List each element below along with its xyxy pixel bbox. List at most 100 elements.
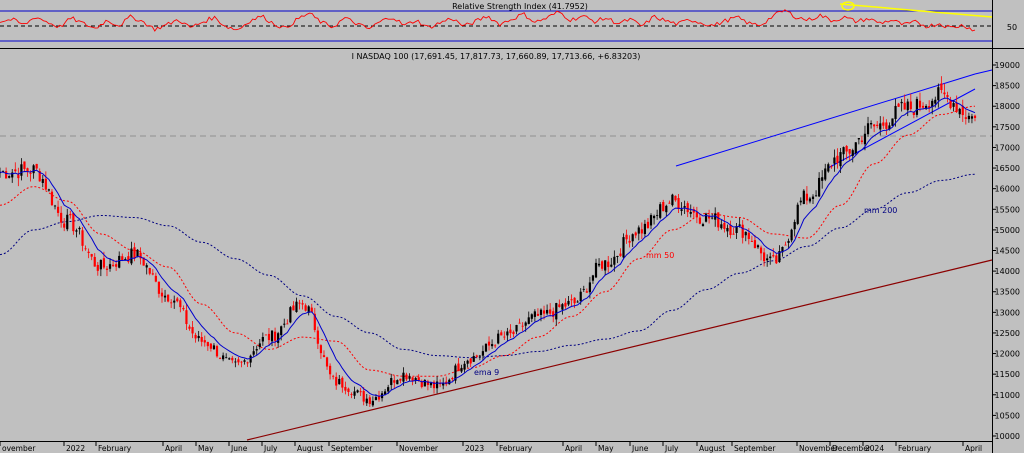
long-term-support-line — [246, 259, 993, 441]
time-axis: ovember 2022 February April May June July Augus… — [0, 441, 982, 453]
candle-body — [692, 209, 695, 213]
candle-body — [338, 378, 341, 385]
candle-body — [56, 206, 60, 213]
candle-body — [882, 122, 885, 126]
candle-body — [206, 341, 209, 347]
candle-body — [567, 300, 570, 305]
candle-body — [579, 291, 582, 302]
candle-body — [17, 174, 20, 179]
x-tick-label: February — [499, 444, 533, 453]
candle-body — [561, 304, 564, 310]
candle-body — [527, 317, 530, 324]
candle-body — [894, 105, 897, 119]
x-tick-label: May — [198, 444, 214, 453]
candle-body — [766, 258, 769, 261]
candle-body — [325, 357, 329, 367]
channel-upper-line — [675, 73, 976, 167]
candle-body — [652, 215, 656, 219]
y-tick-label: 15500 — [995, 205, 1020, 214]
candle-body — [60, 212, 63, 223]
y-tick-label: 18000 — [995, 102, 1020, 111]
rsi-path — [0, 9, 976, 32]
candle-body — [466, 360, 469, 364]
candle-body — [99, 259, 102, 270]
candle-body — [469, 358, 472, 364]
candle-body — [301, 303, 304, 305]
candle-body — [735, 226, 738, 233]
candle-body — [475, 355, 478, 357]
candle-body — [937, 87, 940, 101]
candle-body — [133, 247, 136, 259]
candle-body — [674, 195, 677, 201]
candle-body — [255, 349, 258, 351]
candle-body — [818, 177, 821, 197]
candle-body — [368, 397, 371, 404]
y-tick-label: 11000 — [995, 391, 1020, 400]
candle-body — [405, 374, 408, 380]
candle-body — [163, 295, 167, 298]
candle-body — [536, 313, 540, 316]
candle-body — [307, 306, 310, 313]
y-tick-label: 14500 — [995, 247, 1020, 256]
candle-body — [564, 302, 567, 307]
candle-body — [915, 98, 919, 115]
candle-body — [197, 335, 200, 339]
candle-body — [769, 256, 772, 259]
candle-body — [188, 326, 191, 329]
candle-body — [763, 252, 766, 262]
candle-body — [509, 329, 512, 334]
candle-body — [277, 333, 280, 343]
candle-body — [359, 391, 362, 393]
candle-body — [87, 251, 90, 253]
candle-body — [115, 264, 118, 267]
candle-body — [918, 100, 922, 108]
candle-body — [215, 346, 219, 357]
candle-body — [683, 206, 686, 208]
candle-body — [750, 240, 753, 242]
candle-body — [23, 161, 26, 169]
candle-body — [457, 363, 460, 372]
candle-body — [209, 343, 212, 349]
candle-body — [316, 330, 319, 344]
candle-body — [84, 248, 87, 250]
candle-body — [200, 337, 203, 342]
candle-body — [934, 99, 937, 104]
candle-body — [29, 172, 32, 174]
candle-body — [69, 214, 72, 216]
candle-body — [44, 178, 47, 190]
y-tick-label: 18500 — [995, 82, 1020, 91]
candle-body — [921, 105, 925, 108]
candle-body — [946, 95, 949, 97]
candle-body — [176, 298, 179, 302]
candle-body — [212, 345, 216, 350]
candle-body — [460, 367, 463, 372]
candle-body — [863, 133, 867, 145]
candle-body — [328, 365, 332, 375]
x-tick-label: May — [598, 444, 614, 453]
candle-body — [185, 310, 188, 325]
candle-body — [906, 101, 909, 111]
candle-body — [435, 381, 439, 389]
candle-body — [857, 138, 860, 140]
candle-body — [47, 189, 51, 191]
candle-body — [426, 381, 429, 385]
x-tick-label: September — [331, 444, 373, 453]
candle-body — [264, 334, 268, 336]
x-tick-label: April — [965, 444, 982, 453]
candle-body — [597, 263, 601, 266]
y-tick-label: 17500 — [995, 123, 1020, 132]
candle-body — [928, 106, 931, 108]
candle-body — [451, 377, 454, 380]
candle-body — [365, 398, 368, 404]
candle-body — [487, 341, 491, 346]
y-tick-label: 12500 — [995, 329, 1020, 338]
candle-body — [576, 301, 579, 303]
candle-body — [396, 380, 399, 385]
candle-body — [313, 313, 316, 331]
candle-body — [442, 382, 445, 386]
y-tick-label: 17000 — [995, 143, 1020, 152]
candle-body — [873, 124, 876, 127]
candle-body — [53, 205, 57, 207]
candle-body — [640, 229, 643, 234]
candle-body — [335, 376, 338, 386]
